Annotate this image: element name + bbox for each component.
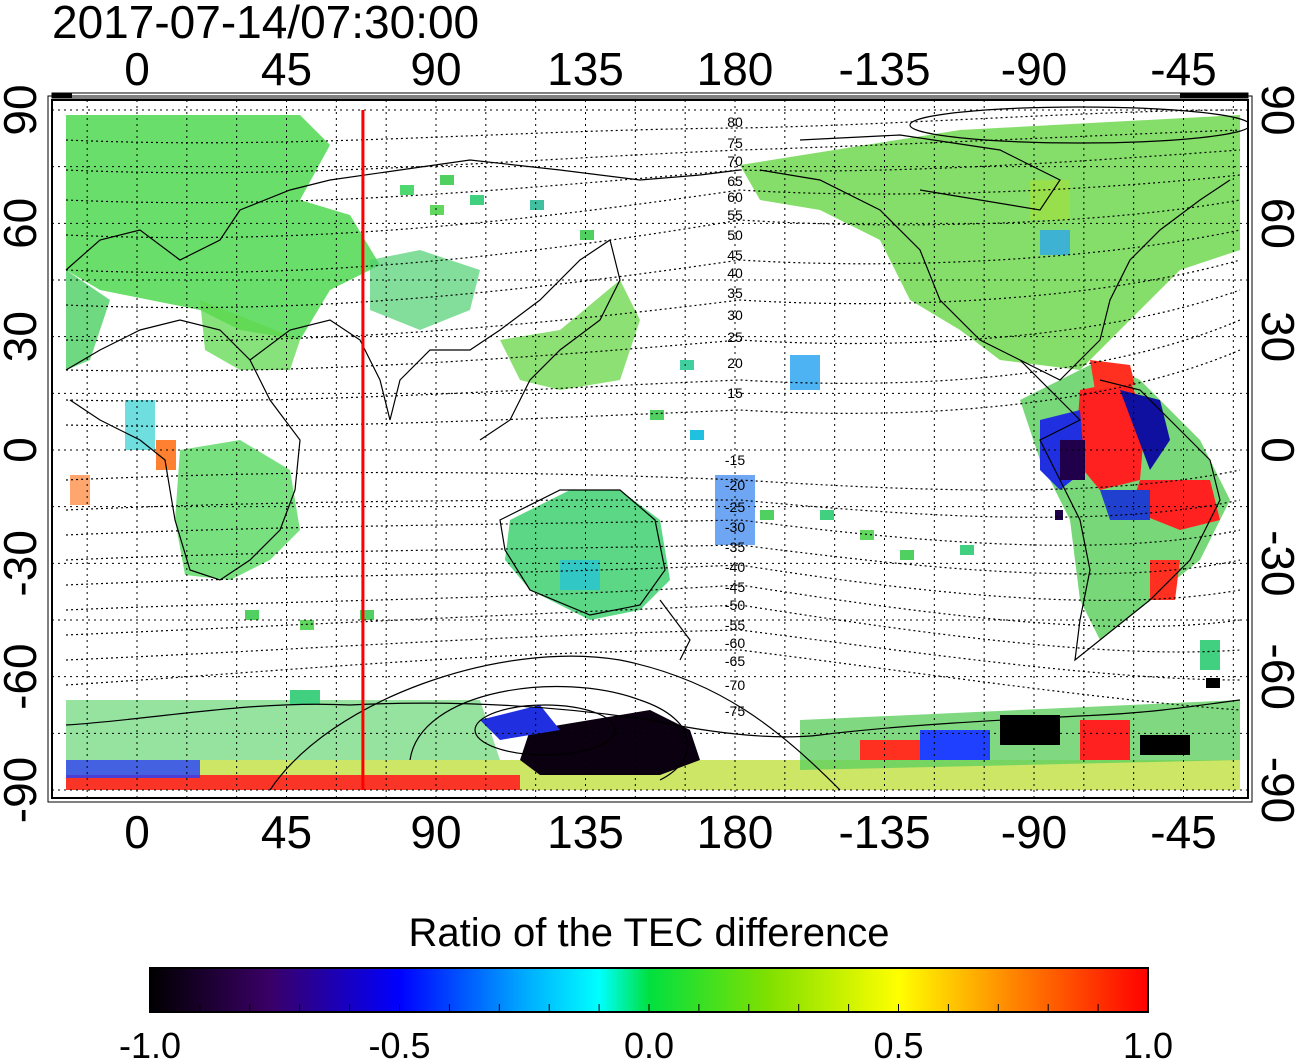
bottom-lon-tick: 135 bbox=[547, 806, 624, 858]
top-lon-tick: 180 bbox=[697, 43, 774, 95]
mlat-label: -40 bbox=[725, 559, 745, 575]
bottom-lon-tick: -45 bbox=[1150, 806, 1216, 858]
mlat-label: 65 bbox=[727, 173, 743, 189]
mlat-label: 60 bbox=[727, 189, 743, 205]
right-lat-tick: -90 bbox=[1252, 757, 1296, 823]
right-lat-tick: -30 bbox=[1252, 530, 1296, 596]
mlat-label: 45 bbox=[727, 247, 743, 263]
solid-contours bbox=[269, 106, 1248, 791]
top-lon-tick: 135 bbox=[547, 43, 624, 95]
map-outer-frame bbox=[47, 95, 1253, 803]
colorbar-tick: -1.0 bbox=[119, 1025, 181, 1064]
left-lat-tick: 60 bbox=[0, 198, 46, 249]
colorbar-minor-ticks bbox=[199, 1004, 1099, 1012]
mlat-label: -15 bbox=[725, 452, 745, 468]
top-lon-tick: 45 bbox=[261, 43, 312, 95]
mlat-label: -65 bbox=[725, 653, 745, 669]
bottom-longitude-ticks: 0 45 90 135 180 -135 -90 -45 bbox=[124, 806, 1217, 858]
colorbar-tick: 0.5 bbox=[873, 1025, 923, 1064]
mlat-label: -55 bbox=[725, 617, 745, 633]
mlat-label: 35 bbox=[727, 285, 743, 301]
mlat-label: 70 bbox=[727, 153, 743, 169]
mlat-label: -35 bbox=[725, 539, 745, 555]
colorbar-tick: 0.0 bbox=[624, 1025, 674, 1064]
top-lon-tick: -90 bbox=[1001, 43, 1067, 95]
bottom-lon-tick: 0 bbox=[124, 806, 150, 858]
bottom-lon-tick: -90 bbox=[1001, 806, 1067, 858]
right-lat-tick: 90 bbox=[1252, 84, 1296, 135]
mlat-label: 30 bbox=[727, 307, 743, 323]
right-lat-tick: 30 bbox=[1252, 311, 1296, 362]
magnetic-latitude-contours bbox=[65, 109, 1241, 711]
colorbar-tick-labels: -1.0 -0.5 0.0 0.5 1.0 bbox=[119, 1025, 1173, 1064]
mlat-label: 40 bbox=[727, 265, 743, 281]
coastlines bbox=[65, 134, 1241, 738]
colorbar-tick: -0.5 bbox=[368, 1025, 430, 1064]
bottom-lon-tick: -135 bbox=[838, 806, 930, 858]
right-lat-tick: -60 bbox=[1252, 643, 1296, 709]
left-lat-tick: 0 bbox=[0, 437, 46, 463]
colorbar-title: Ratio of the TEC difference bbox=[408, 911, 889, 955]
left-lat-tick: -90 bbox=[0, 757, 46, 823]
right-lat-tick: 60 bbox=[1252, 198, 1296, 249]
map-title: 2017-07-14/07:30:00 bbox=[52, 0, 479, 48]
mlat-label: -75 bbox=[725, 703, 745, 719]
mlat-label: -70 bbox=[725, 677, 745, 693]
top-lon-tick: 0 bbox=[124, 43, 150, 95]
bottom-lon-tick: 90 bbox=[410, 806, 461, 858]
right-latitude-ticks: 90 60 30 0 -30 -60 -90 bbox=[1252, 84, 1296, 823]
right-lat-tick: 0 bbox=[1252, 437, 1296, 463]
top-lon-tick: -45 bbox=[1150, 43, 1216, 95]
left-lat-tick: 30 bbox=[0, 311, 46, 362]
left-lat-tick: -30 bbox=[0, 530, 46, 596]
mlat-label: 25 bbox=[727, 329, 743, 345]
colorbar-tick: 1.0 bbox=[1123, 1025, 1173, 1064]
mlat-label: -30 bbox=[725, 519, 745, 535]
top-longitude-ticks: 0 45 90 135 180 -135 -90 -45 bbox=[124, 43, 1217, 95]
left-lat-tick: 90 bbox=[0, 84, 46, 135]
left-latitude-ticks: 90 60 30 0 -30 -60 -90 bbox=[0, 84, 46, 823]
bottom-lon-tick: 45 bbox=[261, 806, 312, 858]
mlat-label: 55 bbox=[727, 207, 743, 223]
mlat-label: -50 bbox=[725, 597, 745, 613]
left-lat-tick: -60 bbox=[0, 643, 46, 709]
mlat-label: 15 bbox=[727, 385, 743, 401]
mlat-label: 20 bbox=[727, 355, 743, 371]
mlat-label: 75 bbox=[727, 135, 743, 151]
mlat-label: -45 bbox=[725, 579, 745, 595]
graticule-grid bbox=[52, 100, 1248, 798]
top-lon-tick: 90 bbox=[410, 43, 461, 95]
mlat-label: 50 bbox=[727, 227, 743, 243]
mlat-label: -60 bbox=[725, 635, 745, 651]
top-lon-tick: -135 bbox=[838, 43, 930, 95]
map-frame bbox=[51, 99, 1249, 799]
mlat-label: -20 bbox=[725, 477, 745, 493]
mlat-label: -25 bbox=[725, 499, 745, 515]
bottom-lon-tick: 180 bbox=[697, 806, 774, 858]
mlat-label: 80 bbox=[727, 114, 743, 130]
